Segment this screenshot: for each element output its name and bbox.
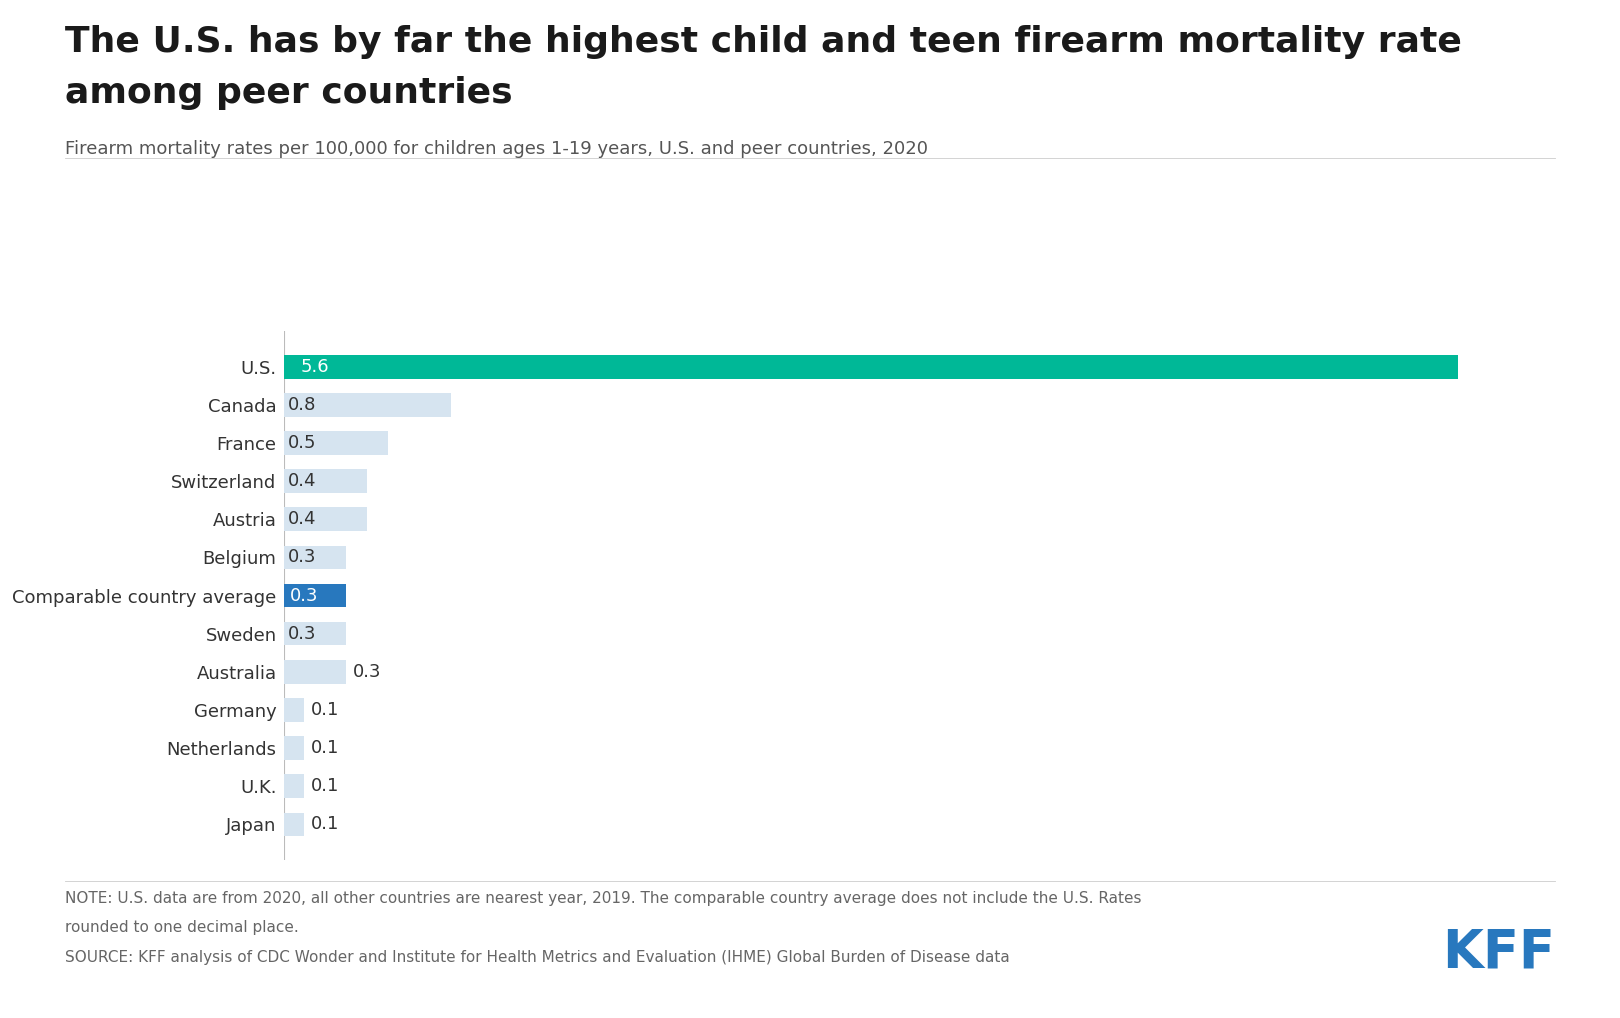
Text: SOURCE: KFF analysis of CDC Wonder and Institute for Health Metrics and Evaluati: SOURCE: KFF analysis of CDC Wonder and I… [65,950,1009,965]
Bar [284,355,1458,379]
Text: 0.1: 0.1 [311,701,339,719]
Text: 0.1: 0.1 [311,777,339,795]
Text: The U.S. has by far the highest child and teen firearm mortality rate: The U.S. has by far the highest child an… [65,25,1461,59]
Text: NOTE: U.S. data are from 2020, all other countries are nearest year, 2019. The c: NOTE: U.S. data are from 2020, all other… [65,891,1142,906]
Bar [284,432,389,455]
Text: 0.1: 0.1 [311,739,339,757]
Text: 0.3: 0.3 [290,586,318,605]
Text: rounded to one decimal place.: rounded to one decimal place. [65,920,298,936]
Bar [284,583,347,608]
Text: 0.3: 0.3 [288,549,316,566]
Bar [284,507,368,531]
Bar [284,622,347,645]
Text: 0.3: 0.3 [353,663,381,681]
Bar [284,736,305,759]
Text: 0.4: 0.4 [288,510,316,528]
Text: 0.5: 0.5 [288,434,316,452]
Text: 0.1: 0.1 [311,815,339,834]
Text: among peer countries: among peer countries [65,76,512,110]
Text: 5.6: 5.6 [300,357,329,376]
Bar [284,546,347,569]
Text: KFF: KFF [1442,926,1555,978]
Text: Firearm mortality rates per 100,000 for children ages 1-19 years, U.S. and peer : Firearm mortality rates per 100,000 for … [65,140,928,159]
Bar [284,660,347,684]
Bar [284,469,368,493]
Text: 0.3: 0.3 [288,625,316,642]
Bar [284,812,305,836]
Text: 0.8: 0.8 [288,396,316,414]
Text: 0.4: 0.4 [288,472,316,490]
Bar [284,393,452,416]
Bar [284,698,305,722]
Bar [284,775,305,798]
